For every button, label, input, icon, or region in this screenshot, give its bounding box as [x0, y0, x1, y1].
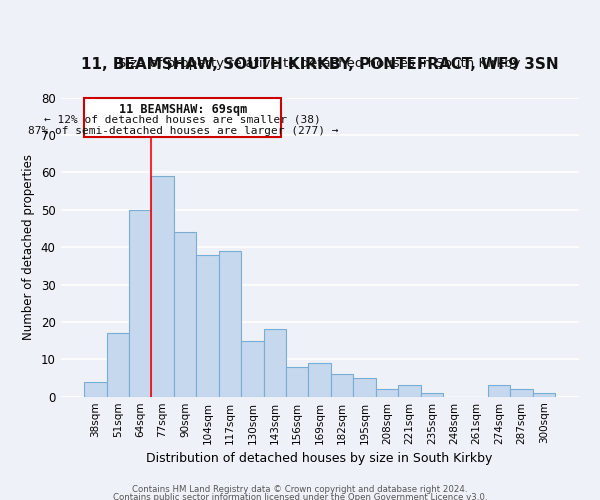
Bar	[84, 382, 107, 396]
Bar	[107, 333, 129, 396]
X-axis label: Distribution of detached houses by size in South Kirkby: Distribution of detached houses by size …	[146, 452, 493, 465]
Bar	[421, 393, 443, 396]
Bar	[286, 367, 308, 396]
Bar	[533, 393, 555, 396]
FancyBboxPatch shape	[84, 98, 281, 137]
Text: Contains public sector information licensed under the Open Government Licence v3: Contains public sector information licen…	[113, 493, 487, 500]
Bar	[129, 210, 151, 396]
Bar	[218, 251, 241, 396]
Bar	[308, 363, 331, 396]
Text: 87% of semi-detached houses are larger (277) →: 87% of semi-detached houses are larger (…	[28, 126, 338, 136]
Bar	[151, 176, 174, 396]
Text: Contains HM Land Registry data © Crown copyright and database right 2024.: Contains HM Land Registry data © Crown c…	[132, 485, 468, 494]
Bar	[241, 340, 263, 396]
Title: Size of property relative to detached houses in South Kirkby: Size of property relative to detached ho…	[118, 57, 521, 70]
Bar	[376, 389, 398, 396]
Bar	[488, 386, 510, 396]
Bar	[353, 378, 376, 396]
Bar	[510, 389, 533, 396]
Text: 11, BEAMSHAW, SOUTH KIRKBY, PONTEFRACT, WF9 3SN: 11, BEAMSHAW, SOUTH KIRKBY, PONTEFRACT, …	[81, 58, 559, 72]
Bar	[174, 232, 196, 396]
Bar	[196, 254, 218, 396]
Text: 11 BEAMSHAW: 69sqm: 11 BEAMSHAW: 69sqm	[119, 104, 247, 117]
Bar	[398, 386, 421, 396]
Text: ← 12% of detached houses are smaller (38): ← 12% of detached houses are smaller (38…	[44, 114, 321, 124]
Bar	[263, 330, 286, 396]
Y-axis label: Number of detached properties: Number of detached properties	[22, 154, 35, 340]
Bar	[331, 374, 353, 396]
